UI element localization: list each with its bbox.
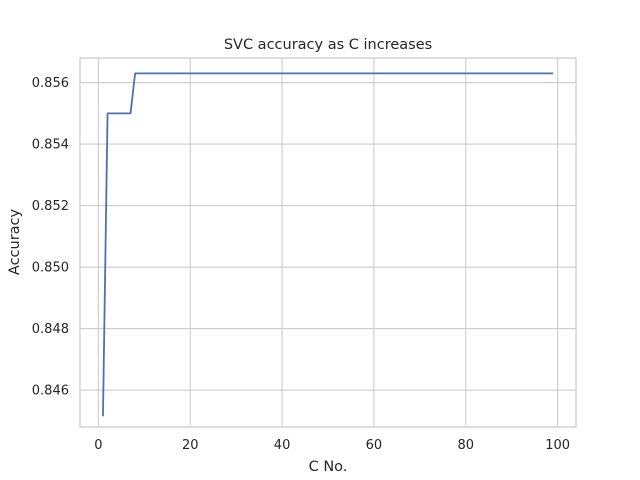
chart-title: SVC accuracy as C increases: [224, 37, 432, 53]
y-tick-label: 0.856: [32, 76, 69, 91]
y-tick-label: 0.852: [32, 199, 69, 214]
plot-frame: [79, 57, 577, 428]
y-axis-label: Accuracy: [7, 208, 23, 275]
x-axis-label: C No.: [309, 459, 348, 475]
x-tick-label: 0: [94, 438, 102, 453]
x-tick-label: 20: [182, 438, 199, 453]
x-tick-label: 60: [366, 438, 383, 453]
x-tick-label: 100: [545, 438, 570, 453]
y-tick-label: 0.854: [32, 138, 69, 153]
axis-ticks: 0 20 40 60 80 100 0.846 0.848 0.850 0.852 0.854 0.8…: [32, 76, 570, 453]
y-tick-label: 0.850: [32, 261, 69, 276]
x-tick-label: 80: [458, 438, 475, 453]
series-layer: [102, 72, 554, 417]
grid-lines: [80, 58, 576, 427]
y-tick-label: 0.846: [32, 384, 69, 399]
y-tick-label: 0.848: [32, 322, 69, 337]
x-tick-label: 40: [274, 438, 291, 453]
series-line-0: [102, 72, 554, 417]
